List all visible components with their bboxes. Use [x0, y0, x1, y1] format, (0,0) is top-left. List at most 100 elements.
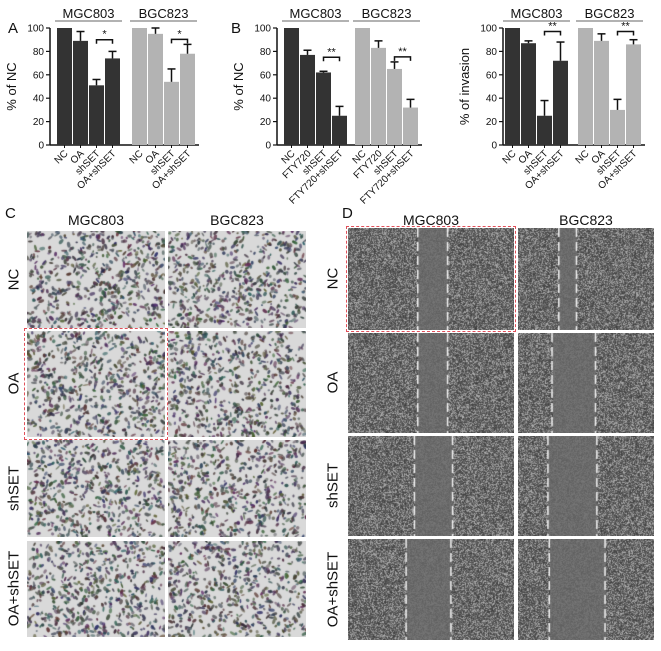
significance-label: ** [398, 46, 407, 58]
y-axis-label: % of NC [231, 62, 246, 110]
y-tick-label: 20 [486, 117, 498, 128]
significance-bracket [543, 30, 562, 36]
y-tick-label: 80 [33, 47, 45, 58]
y-tick-label: 100 [254, 24, 271, 35]
row-label: shSET [324, 463, 342, 509]
y-tick-label: 100 [27, 24, 44, 35]
wound-healing-image [518, 436, 654, 536]
transwell-image [168, 440, 306, 537]
y-tick-label: 0 [38, 141, 44, 152]
group-title: MGC803 [62, 6, 114, 21]
bar [316, 72, 331, 145]
significance-label: * [177, 28, 182, 40]
transwell-image [27, 231, 165, 328]
panel-d-col-bgc823: BGC823 [559, 212, 613, 228]
y-tick-label: 80 [486, 47, 498, 58]
row-label: OA [5, 372, 23, 395]
y-tick-label: 60 [260, 70, 272, 81]
transwell-image [168, 231, 306, 328]
bar [164, 81, 179, 145]
row-label: NC [324, 267, 342, 290]
wound-healing-image [348, 539, 514, 640]
significance-label: ** [621, 21, 630, 33]
row-label: OA+shSET [5, 550, 23, 627]
y-tick-label: 40 [486, 94, 498, 105]
y-tick-label: 0 [491, 141, 497, 152]
significance-label: ** [327, 46, 336, 58]
significance-label: ** [548, 21, 557, 33]
transwell-image [27, 541, 165, 637]
y-tick-label: 40 [260, 94, 272, 105]
chart-a-proliferation: A% of NC020406080100MGC803NCOAshSETOA+sh… [4, 6, 199, 192]
transwell-image [168, 331, 306, 437]
bar [89, 85, 104, 145]
bar [57, 28, 72, 145]
chart-b-proliferation: B% of NC020406080100MGC803NCFTY720shSETF… [231, 6, 422, 207]
bar [300, 54, 315, 145]
bar [332, 115, 347, 145]
panel-d-col-mgc803: MGC803 [402, 212, 460, 228]
row-label: shSET [5, 465, 23, 511]
bar [505, 28, 520, 145]
bar [578, 28, 593, 145]
y-tick-label: 20 [33, 117, 45, 128]
bar [553, 60, 568, 146]
group-title: BGC823 [139, 6, 189, 21]
panel-label: A [8, 20, 18, 37]
bar [610, 109, 625, 145]
x-tick-label: NC [574, 148, 592, 166]
y-axis-label: % of invasion [457, 48, 472, 125]
y-tick-label: 0 [265, 141, 271, 152]
bar [521, 43, 536, 145]
significance-label: * [102, 29, 107, 41]
panel-c-label: C [5, 205, 16, 222]
panel-c-col-bgc823: BGC823 [210, 212, 264, 228]
y-tick-label: 40 [33, 94, 45, 105]
bar [403, 107, 418, 145]
x-tick-label: NC [501, 148, 519, 166]
significance-bracket [393, 56, 412, 61]
bar [355, 28, 370, 145]
row-label: NC [5, 268, 23, 290]
bar [594, 40, 609, 146]
bar [537, 115, 552, 145]
transwell-image [168, 541, 306, 637]
transwell-image [27, 331, 165, 437]
y-tick-label: 20 [260, 117, 272, 128]
bar [180, 53, 195, 145]
y-tick-label: 100 [480, 24, 497, 35]
bar [148, 33, 163, 145]
bar [371, 47, 386, 145]
group-title: BGC823 [362, 6, 412, 21]
panel-d-label: D [342, 205, 353, 222]
bar [105, 58, 120, 145]
group-title: MGC803 [510, 6, 562, 21]
wound-healing-image [348, 436, 514, 536]
group-title: BGC823 [585, 6, 635, 21]
wound-healing-image [518, 228, 654, 330]
bar [132, 28, 147, 145]
wound-healing-image [348, 228, 514, 330]
panel-label: B [231, 20, 241, 37]
row-label: OA+shSET [324, 551, 342, 627]
y-tick-label: 80 [260, 47, 272, 58]
significance-bracket [170, 38, 189, 44]
significance-bracket [95, 38, 114, 44]
chart-invasion: % of invasion020406080100MGC803NCOAshSET… [457, 6, 645, 192]
panel-c-col-mgc803: MGC803 [67, 212, 125, 228]
bar [626, 44, 641, 145]
bar [387, 68, 402, 145]
wound-healing-image [518, 539, 654, 640]
bar [73, 40, 88, 146]
y-axis-label: % of NC [4, 62, 19, 110]
transwell-image [27, 440, 165, 537]
group-title: MGC803 [289, 6, 341, 21]
significance-bracket [616, 30, 635, 36]
significance-bracket [322, 56, 341, 62]
wound-healing-image [348, 333, 514, 433]
row-label: OA [324, 371, 342, 394]
y-tick-label: 60 [33, 70, 45, 81]
bar [284, 28, 299, 145]
y-tick-label: 60 [486, 70, 498, 81]
